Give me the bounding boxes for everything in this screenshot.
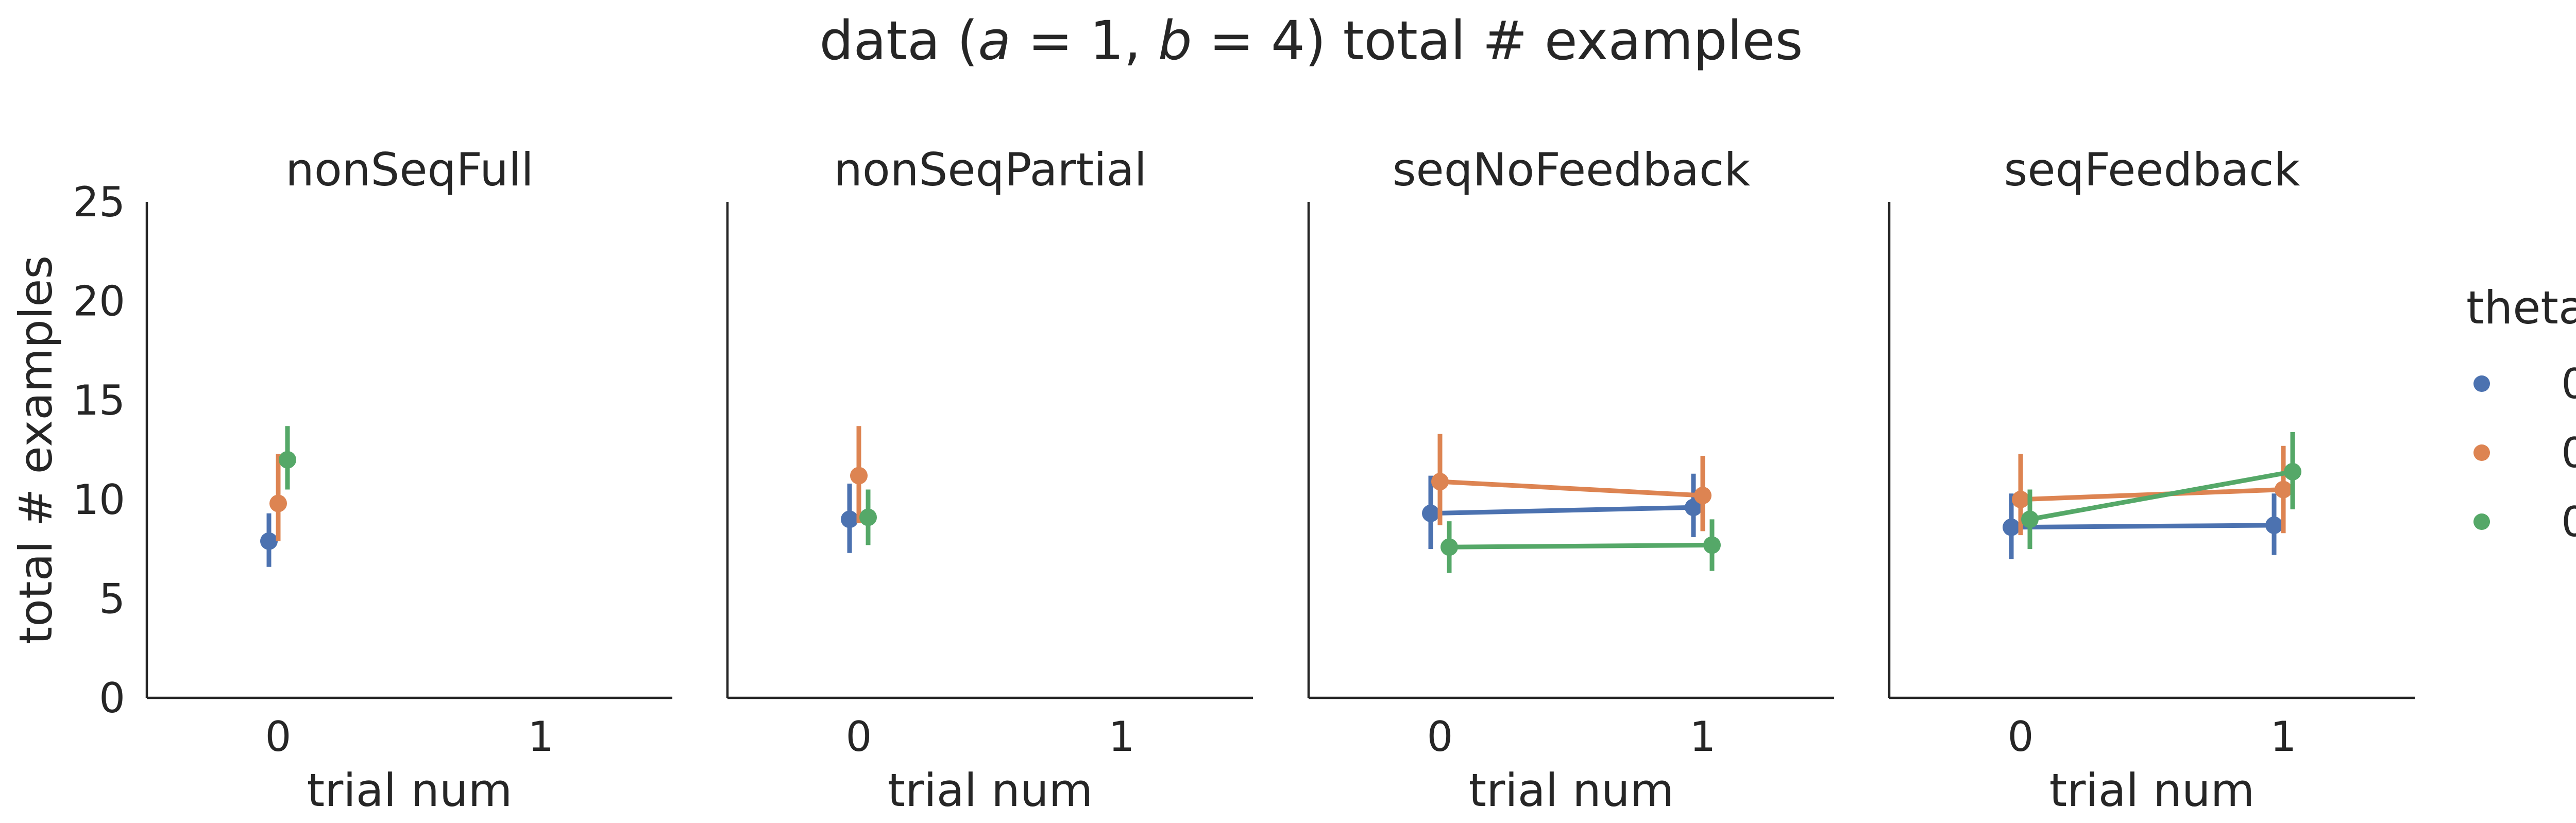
x-axis-label: trial num bbox=[307, 764, 513, 817]
panel-title: nonSeqPartial bbox=[834, 143, 1147, 196]
series-theta-0.2 bbox=[1422, 473, 1702, 550]
data-point bbox=[2284, 462, 2301, 481]
data-point bbox=[1440, 538, 1458, 556]
legend-marker bbox=[2473, 444, 2490, 461]
data-point bbox=[1431, 473, 1449, 491]
series-theta-0.2 bbox=[841, 483, 858, 553]
series-line bbox=[2029, 469, 2293, 522]
legend-label: 0.8 bbox=[2561, 498, 2576, 546]
data-point bbox=[1685, 499, 1702, 517]
series-line bbox=[1430, 505, 1694, 516]
x-axis-label: trial num bbox=[1469, 764, 1674, 817]
series-line bbox=[2011, 523, 2275, 530]
data-point bbox=[1694, 487, 1711, 505]
y-axis-label: total # examples bbox=[9, 255, 62, 645]
legend-marker bbox=[2473, 375, 2490, 392]
x-axis-label: trial num bbox=[2049, 764, 2255, 817]
legend-item: 0.5 bbox=[2473, 429, 2576, 477]
data-point bbox=[859, 508, 877, 526]
y-tick-label: 20 bbox=[73, 278, 125, 325]
data-point bbox=[2265, 516, 2283, 534]
legend-item: 0.2 bbox=[2473, 360, 2576, 408]
panel-title: seqNoFeedback bbox=[1393, 143, 1751, 196]
series-theta-0.8 bbox=[1440, 519, 1721, 573]
data-point bbox=[2012, 490, 2029, 508]
series-theta-0.5 bbox=[2012, 445, 2292, 536]
legend-title: theta bbox=[2466, 281, 2576, 334]
panel-title: nonSeqFull bbox=[285, 143, 534, 196]
series-line bbox=[1439, 479, 1703, 498]
y-tick-label: 10 bbox=[73, 476, 125, 524]
series-theta-0.2 bbox=[260, 513, 278, 567]
data-point bbox=[2275, 481, 2292, 499]
x-axis-label: trial num bbox=[888, 764, 1093, 817]
x-tick-label: 0 bbox=[846, 713, 872, 761]
data-point bbox=[2003, 518, 2020, 536]
legend: theta 0.2 0.5 0.8 bbox=[2466, 281, 2576, 546]
series-theta-0.8 bbox=[2021, 432, 2301, 550]
legend-label: 0.2 bbox=[2561, 360, 2576, 408]
y-tick-label: 0 bbox=[99, 674, 125, 722]
data-point bbox=[1422, 504, 1439, 522]
panel-nonSeqPartial: nonSeqPartial 0 1 trial num bbox=[726, 143, 1253, 817]
series-theta-0.5 bbox=[1431, 434, 1711, 531]
panel-title: seqFeedback bbox=[2004, 143, 2300, 196]
series-line bbox=[2020, 487, 2284, 502]
x-tick-label: 1 bbox=[1690, 713, 1716, 761]
series-line bbox=[1449, 542, 1713, 550]
data-point bbox=[2021, 510, 2039, 528]
data-point bbox=[279, 451, 296, 469]
x-tick-label: 1 bbox=[528, 713, 554, 761]
y-tick-label: 25 bbox=[73, 178, 125, 226]
data-point bbox=[841, 510, 858, 528]
legend-marker bbox=[2473, 513, 2490, 530]
data-point bbox=[260, 532, 278, 550]
series-theta-0.8 bbox=[279, 426, 296, 490]
data-point bbox=[850, 467, 868, 485]
x-tick-label: 0 bbox=[2008, 713, 2034, 761]
x-tick-label: 0 bbox=[1427, 713, 1453, 761]
series-theta-0.5 bbox=[850, 426, 868, 524]
series-theta-0.8 bbox=[859, 489, 877, 545]
legend-label: 0.5 bbox=[2561, 429, 2576, 477]
x-tick-label: 1 bbox=[2270, 713, 2297, 761]
data-point bbox=[1703, 536, 1721, 554]
panel-seqNoFeedback: seqNoFeedback 0 1 trial num bbox=[1307, 143, 1834, 817]
y-tick-label: 15 bbox=[73, 376, 125, 424]
x-tick-label: 0 bbox=[265, 713, 292, 761]
y-tick-label: 5 bbox=[99, 575, 125, 623]
panel-seqFeedback: seqFeedback 0 1 trial num bbox=[1888, 143, 2415, 817]
data-point bbox=[269, 494, 287, 512]
series-theta-0.5 bbox=[269, 454, 287, 541]
figure-title: data (a = 1, b = 4) total # examples bbox=[819, 9, 1803, 72]
legend-item: 0.8 bbox=[2473, 498, 2576, 546]
x-tick-label: 1 bbox=[1109, 713, 1135, 761]
series-theta-0.2 bbox=[2003, 493, 2283, 559]
